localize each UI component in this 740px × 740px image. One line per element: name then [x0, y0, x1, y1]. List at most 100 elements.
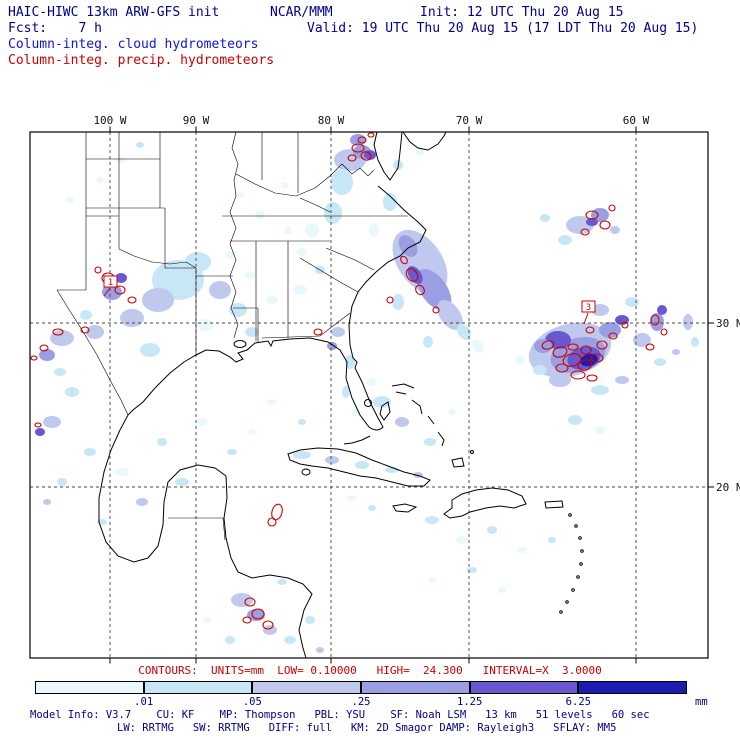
cloud-region — [331, 169, 353, 195]
cloud-region — [96, 177, 104, 183]
lon-label-0: 100 W — [93, 114, 126, 127]
precip-contour — [114, 285, 126, 295]
cloud-region — [43, 499, 51, 505]
precip-contour — [599, 220, 611, 230]
lat-label-0: 30 N — [716, 317, 740, 330]
valid-time: Valid: 19 UTC Thu 20 Aug 15 (17 LDT Thu … — [307, 21, 699, 36]
cloud-region — [136, 498, 148, 506]
cloud-region — [267, 399, 277, 405]
cloud-region — [231, 593, 253, 607]
org-label: NCAR/MMM — [270, 5, 333, 20]
cloud-region — [407, 266, 423, 284]
colorbar-segment — [252, 681, 362, 694]
storm-marker-1: 1 — [103, 275, 118, 297]
cloud-region — [54, 368, 66, 376]
cloud-region — [373, 396, 391, 408]
cloud-region — [197, 319, 213, 331]
cloud-region — [367, 378, 377, 386]
colorbar-tick-label: .01 — [134, 696, 154, 708]
cloud-region — [281, 182, 289, 188]
cloud-region — [225, 251, 235, 259]
precip-contour — [660, 328, 668, 336]
cloud-region — [472, 339, 484, 353]
cloud-region — [549, 373, 571, 387]
precip-contour — [367, 132, 375, 138]
cloud-region — [352, 407, 360, 417]
coastlines — [98, 131, 584, 659]
precip-contour — [34, 422, 42, 428]
precip-contour — [347, 154, 357, 162]
map-border — [29, 131, 709, 659]
cloud-region — [456, 536, 468, 544]
cloud-region — [225, 636, 235, 644]
cloud-region — [227, 449, 237, 455]
gridlines — [30, 132, 708, 658]
precip-contour — [608, 332, 618, 340]
precip-contour — [251, 608, 265, 620]
precip-contour — [94, 266, 102, 274]
precip-contour — [580, 345, 592, 355]
cloud-region — [185, 252, 211, 272]
precip-contour — [590, 353, 604, 363]
cloud-region — [57, 478, 67, 486]
cloud-region — [467, 567, 477, 573]
precip-contour — [645, 343, 655, 351]
cloud-region — [266, 296, 278, 304]
cloud-region — [66, 197, 74, 203]
cloud-region — [448, 409, 456, 415]
cloud-region — [437, 299, 463, 331]
precip-contour — [585, 326, 595, 334]
precip-contour — [30, 355, 38, 361]
cloud-region — [456, 323, 472, 341]
precip-contour — [650, 314, 660, 326]
cloud-region — [487, 526, 497, 534]
precip-contour — [242, 616, 252, 624]
cloud-region — [305, 223, 319, 237]
precip-contour — [405, 268, 419, 282]
graticule-labels: 100 W 90 W 80 W 70 W 60 W 30 N 20 N — [93, 114, 740, 494]
precip-contour — [80, 326, 90, 334]
cloud-region — [102, 284, 122, 300]
cloud-region — [586, 218, 598, 226]
cloud-region — [297, 248, 307, 256]
contour-info-line: CONTOURS: UNITS=mm LOW= 0.10000 HIGH= 24… — [138, 664, 602, 677]
cloud-region — [236, 192, 244, 198]
cloud-region — [657, 305, 667, 315]
lon-label-2: 80 W — [318, 114, 345, 127]
precip-contour — [351, 143, 365, 153]
precip-contour — [577, 359, 593, 371]
precip-contour — [552, 346, 568, 358]
cloud-region — [383, 193, 397, 211]
border-ticks — [109, 126, 714, 664]
cloud-region — [136, 142, 144, 148]
colorbar-tick-label: 6.25 — [565, 696, 591, 708]
precip-contour — [567, 343, 579, 351]
cloud-region — [203, 617, 211, 623]
precip-contour — [400, 255, 408, 265]
forecast-hour: Fcst: 7 h — [8, 21, 102, 36]
precip-contours — [30, 132, 668, 630]
cloud-region — [633, 333, 651, 347]
cloud-region — [345, 355, 355, 369]
cloud-region — [599, 322, 621, 338]
precip-contour — [39, 344, 49, 352]
cloud-region — [43, 416, 61, 428]
cloud-region — [498, 587, 506, 593]
precip-contour — [262, 620, 274, 630]
cloud-region — [425, 516, 439, 524]
cloud-region — [347, 495, 357, 501]
cloud-region — [615, 376, 629, 384]
colorbar-segment — [143, 681, 253, 694]
cloud-region — [568, 415, 582, 425]
precip-contour — [357, 136, 367, 144]
cloud-region — [39, 349, 55, 361]
cloud-region — [293, 451, 311, 459]
storm-marker-3-label: 3 — [586, 303, 591, 313]
colorbar-segment — [35, 681, 144, 694]
cloud-region — [423, 336, 433, 348]
cloud-region — [298, 419, 306, 425]
lon-label-1: 90 W — [183, 114, 210, 127]
cloud-region — [115, 273, 127, 283]
storm-marker-3: 3 — [581, 300, 596, 325]
cloud-region — [558, 235, 572, 245]
